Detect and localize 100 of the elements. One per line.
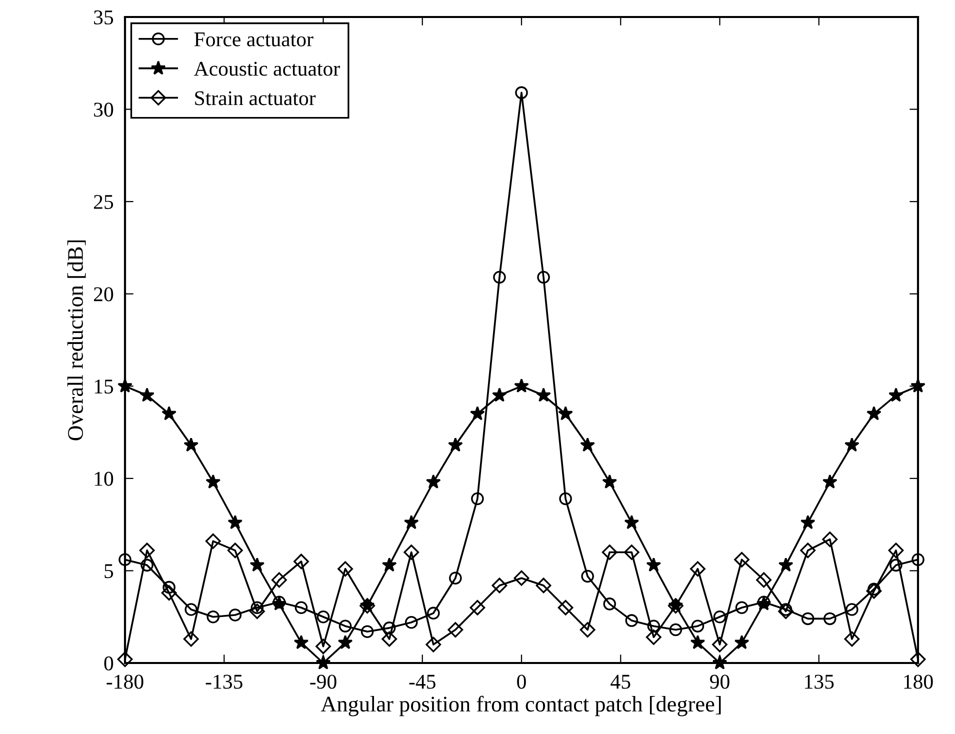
- point: [912, 553, 924, 566]
- point: [824, 612, 836, 626]
- point: [184, 603, 198, 616]
- point: [515, 86, 528, 100]
- point: [427, 606, 440, 620]
- point: [514, 570, 530, 586]
- point: [756, 572, 772, 588]
- point: [822, 532, 838, 548]
- legend-label: Strain actuator: [195, 91, 316, 106]
- point: [669, 623, 682, 636]
- point: [249, 604, 265, 620]
- point: [624, 514, 640, 530]
- point: [426, 636, 442, 652]
- legend-label: Acoustic actuator: [194, 62, 340, 76]
- point: [822, 474, 838, 489]
- point: [580, 437, 596, 452]
- point: [316, 610, 330, 624]
- y-tick-label: 25: [94, 195, 114, 210]
- point: [734, 634, 750, 650]
- point: [382, 622, 396, 634]
- point: [470, 600, 486, 616]
- point: [801, 612, 814, 626]
- point: [800, 542, 816, 558]
- point: [470, 406, 485, 420]
- point: [647, 620, 660, 632]
- point: [735, 601, 748, 614]
- point: [890, 558, 902, 572]
- point: [161, 585, 177, 601]
- y-tick-label: 35: [94, 10, 114, 24]
- point: [227, 542, 243, 558]
- point: [404, 514, 419, 530]
- x-tick-label: 45: [610, 674, 630, 689]
- point: [250, 601, 264, 614]
- point: [713, 610, 726, 624]
- point: [162, 406, 176, 420]
- point: [536, 578, 552, 594]
- point: [779, 603, 792, 616]
- point: [603, 598, 616, 610]
- point: [448, 437, 463, 452]
- point: [734, 552, 750, 568]
- point: [537, 270, 550, 284]
- point: [449, 572, 462, 584]
- point: [558, 600, 574, 616]
- y-tick-label: 30: [94, 102, 114, 117]
- x-tick-label: 90: [710, 674, 730, 689]
- point: [294, 634, 309, 650]
- point: [271, 572, 287, 588]
- point: [690, 561, 706, 577]
- point: [800, 514, 816, 530]
- point: [492, 388, 507, 402]
- y-tick-label: 0: [104, 656, 114, 670]
- point: [228, 514, 243, 530]
- point: [844, 437, 860, 452]
- point: [184, 437, 199, 452]
- x-axis-title: Angular position from contact patch [degree]: [320, 696, 721, 716]
- point: [228, 608, 242, 622]
- x-tick-label: -180: [106, 674, 144, 689]
- point: [162, 580, 176, 594]
- point: [888, 388, 904, 402]
- point: [514, 378, 529, 393]
- point: [580, 622, 596, 638]
- point: [294, 601, 308, 614]
- point: [844, 631, 860, 647]
- x-tick-label: 180: [904, 674, 933, 689]
- point: [205, 533, 221, 549]
- y-axis-title: Overall reduction [dB]: [67, 240, 86, 440]
- point: [868, 582, 880, 596]
- point: [493, 270, 506, 284]
- y-tick-label: 5: [104, 564, 114, 578]
- point: [559, 492, 572, 506]
- point: [140, 388, 154, 402]
- point: [712, 636, 728, 652]
- point: [382, 631, 398, 647]
- point: [206, 474, 221, 489]
- point: [690, 634, 706, 650]
- point: [910, 652, 926, 668]
- point: [316, 638, 331, 654]
- point: [294, 554, 309, 570]
- point: [448, 622, 464, 638]
- point: [888, 542, 904, 558]
- x-tick-label: -45: [409, 674, 436, 689]
- legend-label: Force actuator: [194, 32, 314, 46]
- point: [140, 558, 154, 572]
- point: [778, 604, 794, 620]
- point: [581, 570, 594, 583]
- point: [118, 553, 132, 566]
- point: [866, 583, 882, 599]
- point: [866, 406, 882, 420]
- point: [338, 561, 353, 577]
- point: [360, 625, 374, 638]
- point: [139, 542, 155, 558]
- y-tick-label: 15: [94, 380, 114, 394]
- point: [558, 406, 573, 420]
- point: [382, 557, 397, 572]
- point: [117, 652, 133, 668]
- x-tick-label: -135: [206, 674, 242, 689]
- point: [691, 620, 704, 632]
- x-tick-label: 0: [517, 674, 526, 689]
- point: [426, 474, 441, 489]
- point: [206, 610, 220, 624]
